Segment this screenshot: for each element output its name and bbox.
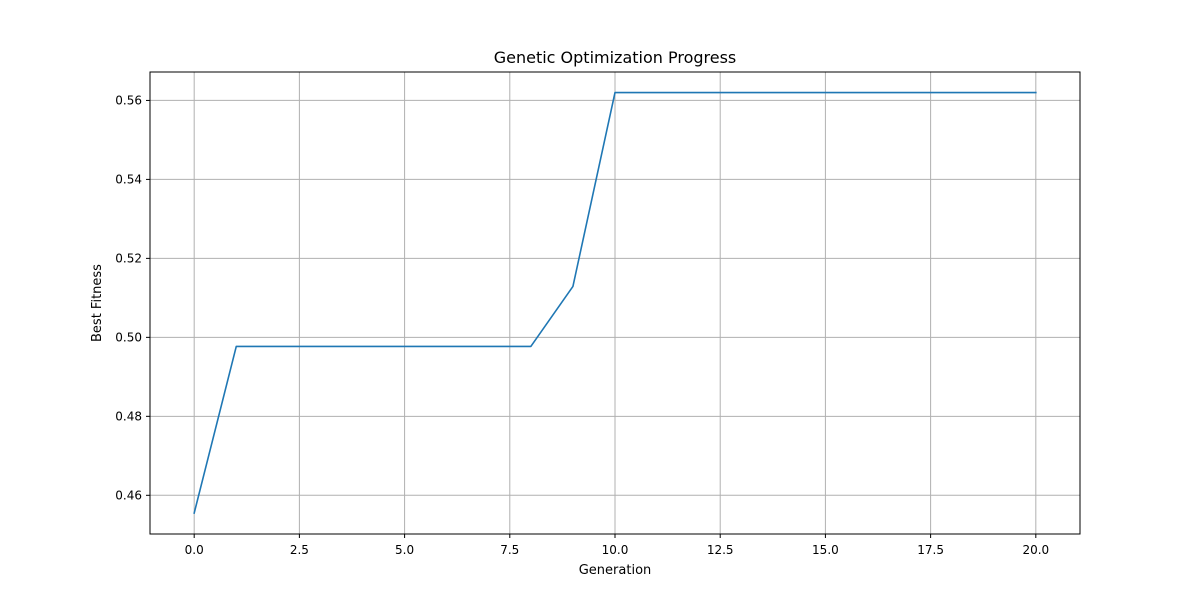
x-tick-label: 12.5 <box>707 543 734 557</box>
x-tick-label: 20.0 <box>1022 543 1049 557</box>
y-tick-label: 0.56 <box>115 93 142 107</box>
tick-layer: 0.0 2.5 5.0 7.5 10.0 12.5 15.0 17.5 20.0 0.46 0.48… <box>115 93 1049 557</box>
x-axis-title: Generation <box>579 563 652 578</box>
series-layer <box>193 91 1037 515</box>
x-tick-label: 17.5 <box>917 543 944 557</box>
series-line <box>193 91 1037 515</box>
x-tick-label: 10.0 <box>602 543 629 557</box>
x-tick-label: 5.0 <box>395 543 414 557</box>
y-tick-label: 0.48 <box>115 409 142 423</box>
y-tick-label: 0.52 <box>115 251 142 265</box>
y-tick-label: 0.54 <box>115 172 142 186</box>
x-tick-label: 2.5 <box>290 543 309 557</box>
x-tick-label: 0.0 <box>185 543 204 557</box>
y-tick-label: 0.50 <box>115 330 142 344</box>
x-tick-label: 7.5 <box>500 543 519 557</box>
x-tick-label: 15.0 <box>812 543 839 557</box>
y-axis-title: Best Fitness <box>90 264 105 342</box>
grid-layer <box>150 72 1080 534</box>
chart-title: Genetic Optimization Progress <box>494 48 737 67</box>
y-tick-label: 0.46 <box>115 488 142 502</box>
